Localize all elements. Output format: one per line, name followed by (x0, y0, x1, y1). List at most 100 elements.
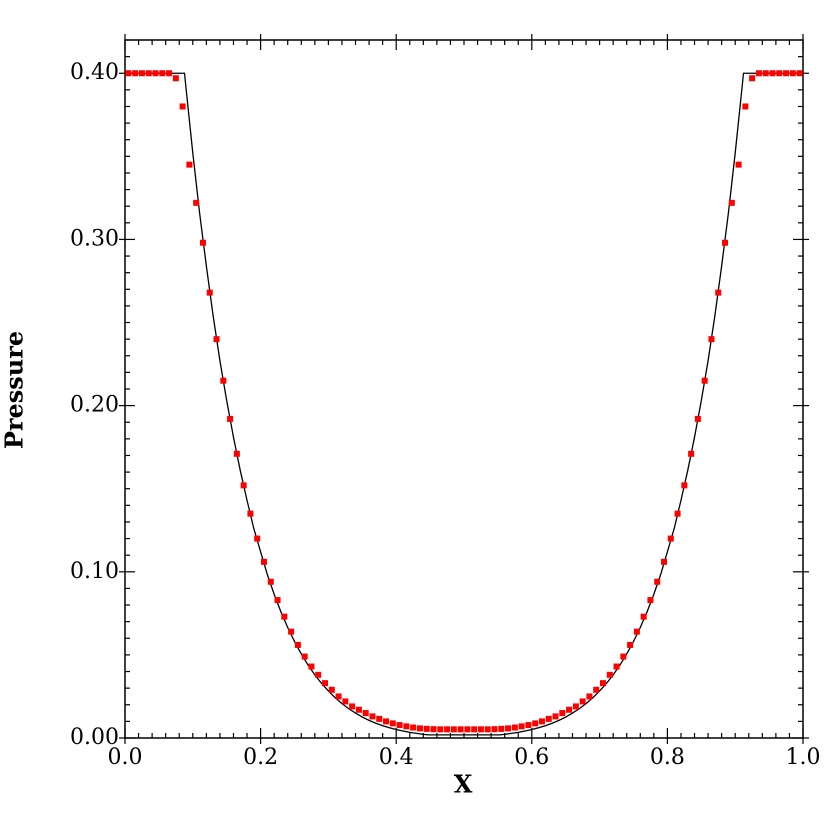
data-point (322, 680, 329, 687)
data-point (735, 161, 742, 168)
data-point (274, 597, 281, 604)
data-point (525, 722, 532, 729)
data-point (552, 713, 559, 720)
data-point (749, 75, 756, 82)
data-point (464, 726, 471, 733)
data-point (742, 103, 749, 110)
data-point (220, 377, 227, 384)
data-point (301, 653, 308, 660)
data-point (328, 686, 335, 693)
y-tick-label: 0.30 (70, 226, 119, 251)
data-point (484, 726, 491, 733)
data-point (288, 628, 295, 635)
data-point (342, 698, 349, 705)
data-point (715, 289, 722, 296)
data-point (728, 199, 735, 206)
data-point (389, 720, 396, 727)
data-point (654, 578, 661, 585)
data-point (593, 686, 600, 693)
data-point (152, 70, 159, 77)
data-point (227, 415, 234, 422)
data-point (505, 725, 512, 732)
data-point (166, 70, 173, 77)
data-point (776, 70, 783, 77)
data-point (586, 693, 593, 700)
data-point (796, 70, 803, 77)
data-point (233, 450, 240, 457)
data-point (199, 239, 206, 246)
y-axis-label: Pressure (0, 331, 29, 449)
data-point (471, 726, 478, 733)
data-point (620, 653, 627, 660)
data-point (559, 710, 566, 717)
data-point (410, 724, 417, 731)
data-point (125, 70, 132, 77)
y-tick-label: 0.00 (70, 725, 119, 750)
y-tick-label: 0.20 (70, 393, 119, 418)
data-point (566, 706, 573, 713)
data-point (416, 725, 423, 732)
data-point (315, 671, 322, 678)
data-point (437, 726, 444, 733)
data-point (667, 535, 674, 542)
data-point (579, 698, 586, 705)
data-point (518, 723, 525, 730)
data-point (186, 161, 193, 168)
data-point (281, 613, 288, 620)
data-point (599, 680, 606, 687)
data-point (722, 239, 729, 246)
data-point (396, 722, 403, 729)
x-tick-label: 0.8 (650, 745, 685, 770)
data-point (681, 482, 688, 489)
data-point (613, 663, 620, 670)
data-point (376, 715, 383, 722)
x-tick-label: 0.4 (379, 745, 414, 770)
data-point (789, 70, 796, 77)
data-point (769, 70, 776, 77)
data-point (193, 199, 200, 206)
y-tick-label: 0.40 (70, 60, 119, 85)
data-point (369, 713, 376, 720)
x-tick-label: 0.0 (108, 745, 143, 770)
data-point (640, 613, 647, 620)
data-point (606, 671, 613, 678)
data-point (545, 715, 552, 722)
data-point (206, 289, 213, 296)
data-point (498, 725, 505, 732)
data-point (491, 726, 498, 733)
data-point (450, 726, 457, 733)
data-point (247, 510, 254, 517)
data-point (179, 103, 186, 110)
data-point (254, 535, 261, 542)
data-point (627, 641, 634, 648)
data-point (457, 726, 464, 733)
data-point (511, 724, 518, 731)
data-point (267, 578, 274, 585)
data-point (783, 70, 790, 77)
data-point (762, 70, 769, 77)
data-point (355, 706, 362, 713)
x-tick-label: 0.6 (514, 745, 549, 770)
data-point (755, 70, 762, 77)
x-tick-label: 0.2 (243, 745, 278, 770)
data-point (430, 726, 437, 733)
data-point (674, 510, 681, 517)
data-point (260, 558, 267, 565)
plot-frame (124, 39, 804, 739)
data-point (532, 720, 539, 727)
data-point (694, 415, 701, 422)
data-point (138, 70, 145, 77)
data-point (362, 710, 369, 717)
data-point (423, 725, 430, 732)
data-point (633, 628, 640, 635)
data-point (294, 641, 301, 648)
data-point (477, 726, 484, 733)
y-tick-label: 0.10 (70, 559, 119, 584)
x-tick-label: 1.0 (786, 745, 821, 770)
data-point (145, 70, 152, 77)
data-point (647, 597, 654, 604)
data-point (308, 663, 315, 670)
data-point (172, 75, 179, 82)
data-point (403, 723, 410, 730)
